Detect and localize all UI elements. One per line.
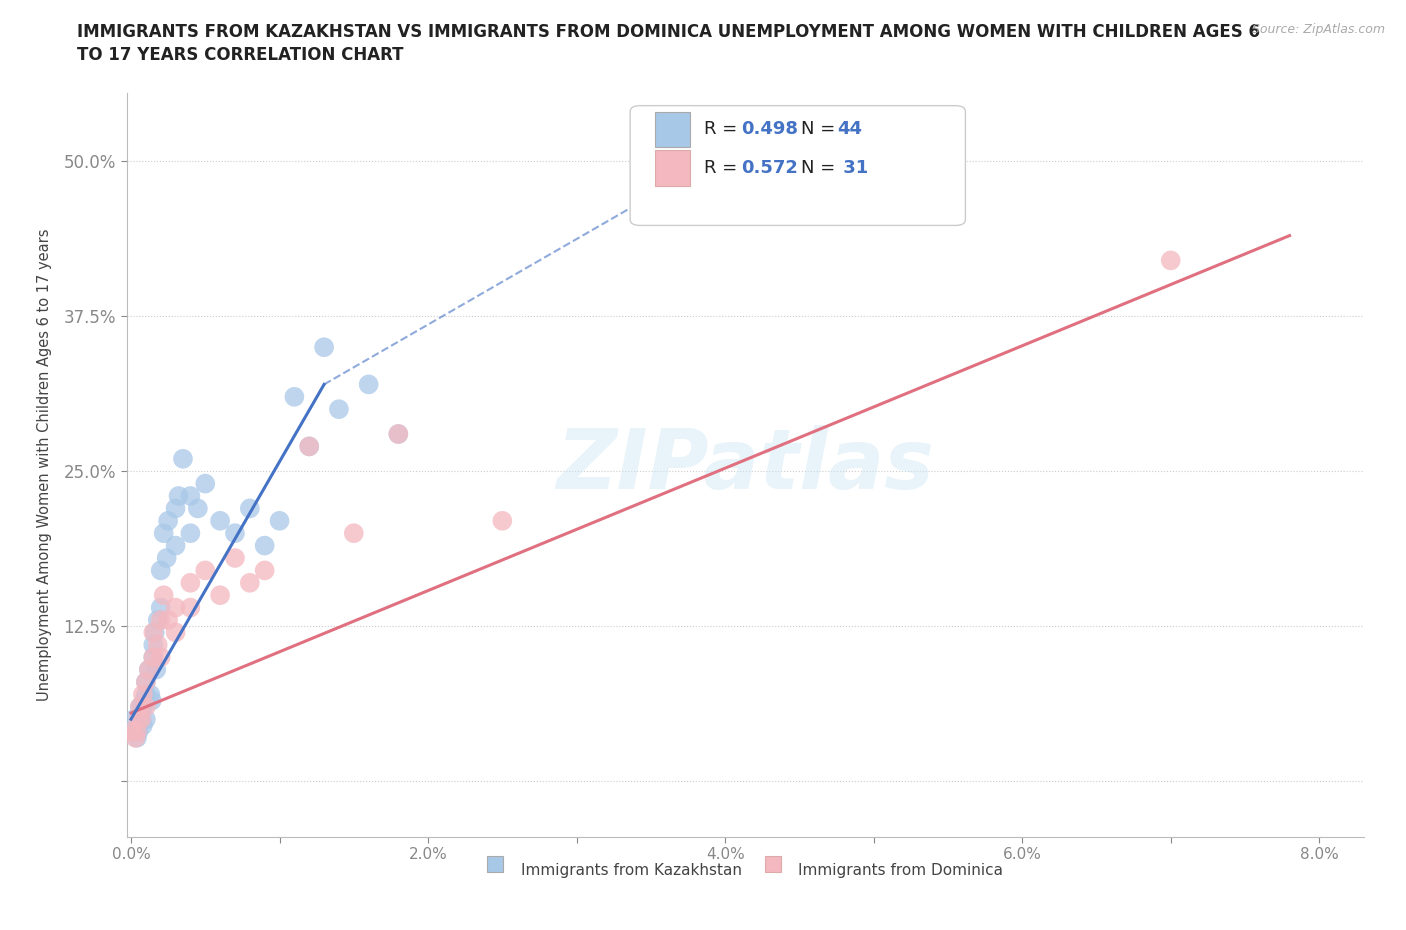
Legend: Immigrants from Kazakhstan, Immigrants from Dominica: Immigrants from Kazakhstan, Immigrants f…	[479, 854, 1011, 885]
Point	[132, 687, 155, 702]
Point	[135, 687, 157, 702]
Point	[142, 625, 165, 640]
Point	[165, 538, 187, 553]
Text: 0.572: 0.572	[741, 159, 799, 177]
Text: N =: N =	[801, 121, 841, 139]
Point	[156, 551, 179, 565]
Point	[149, 613, 172, 628]
Point	[283, 390, 305, 405]
Point	[172, 451, 194, 466]
Point	[165, 625, 187, 640]
Point	[135, 674, 157, 689]
Point	[135, 711, 157, 726]
Point	[187, 501, 209, 516]
Point	[138, 662, 160, 677]
Point	[138, 662, 160, 677]
Point	[145, 662, 167, 677]
Point	[194, 563, 217, 578]
Point	[132, 718, 155, 733]
Point	[135, 674, 157, 689]
Point	[129, 699, 152, 714]
Text: TO 17 YEARS CORRELATION CHART: TO 17 YEARS CORRELATION CHART	[77, 46, 404, 64]
Point	[387, 427, 409, 442]
Point	[387, 427, 409, 442]
Point	[253, 563, 276, 578]
Point	[239, 501, 262, 516]
Point	[253, 538, 276, 553]
Point	[139, 687, 162, 702]
Point	[179, 488, 201, 503]
Point	[142, 650, 165, 665]
Point	[165, 501, 187, 516]
Point	[142, 650, 165, 665]
Point	[149, 563, 172, 578]
Point	[167, 488, 190, 503]
Point	[124, 730, 146, 745]
Point	[135, 699, 157, 714]
Text: 0.498: 0.498	[741, 121, 799, 139]
Point	[239, 576, 262, 591]
Point	[328, 402, 350, 417]
Text: Source: ZipAtlas.com: Source: ZipAtlas.com	[1251, 23, 1385, 36]
Point	[149, 650, 172, 665]
Point	[224, 551, 246, 565]
Point	[157, 613, 180, 628]
Point	[179, 525, 201, 540]
Point	[152, 525, 174, 540]
Point	[314, 339, 336, 354]
Text: 31: 31	[837, 159, 868, 177]
Point	[179, 600, 201, 615]
Point	[125, 724, 148, 739]
FancyBboxPatch shape	[655, 151, 689, 186]
Point	[298, 439, 321, 454]
Point	[165, 600, 187, 615]
Text: 44: 44	[837, 121, 862, 139]
Point	[134, 693, 156, 708]
Point	[298, 439, 321, 454]
Point	[132, 699, 155, 714]
Y-axis label: Unemployment Among Women with Children Ages 6 to 17 years: Unemployment Among Women with Children A…	[38, 229, 52, 701]
Point	[209, 513, 232, 528]
Point	[129, 699, 152, 714]
Point	[146, 637, 169, 652]
FancyBboxPatch shape	[630, 106, 966, 225]
Point	[179, 576, 201, 591]
Point	[149, 600, 172, 615]
Point	[131, 711, 153, 726]
Point	[122, 711, 145, 726]
Text: ZIPatlas: ZIPatlas	[557, 424, 934, 506]
Point	[1160, 253, 1182, 268]
Text: N =: N =	[801, 159, 841, 177]
Point	[157, 513, 180, 528]
Point	[209, 588, 232, 603]
Point	[124, 724, 146, 739]
Text: R =: R =	[704, 159, 744, 177]
Point	[343, 525, 366, 540]
Point	[142, 637, 165, 652]
Point	[141, 693, 163, 708]
Point	[146, 613, 169, 628]
Point	[269, 513, 291, 528]
Point	[194, 476, 217, 491]
Point	[143, 625, 166, 640]
Point	[224, 525, 246, 540]
Point	[127, 711, 149, 726]
Point	[152, 588, 174, 603]
Point	[121, 724, 143, 739]
Text: IMMIGRANTS FROM KAZAKHSTAN VS IMMIGRANTS FROM DOMINICA UNEMPLOYMENT AMONG WOMEN : IMMIGRANTS FROM KAZAKHSTAN VS IMMIGRANTS…	[77, 23, 1260, 41]
Point	[125, 730, 148, 745]
Point	[127, 724, 149, 739]
Point	[131, 711, 153, 726]
Point	[357, 377, 380, 392]
Point	[491, 513, 513, 528]
FancyBboxPatch shape	[655, 112, 689, 147]
Text: R =: R =	[704, 121, 744, 139]
